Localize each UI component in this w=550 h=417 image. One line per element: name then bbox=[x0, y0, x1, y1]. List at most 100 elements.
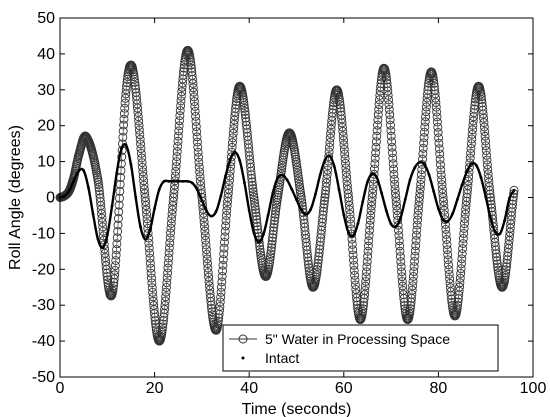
x-tick-label: 40 bbox=[240, 380, 258, 397]
series-water-point bbox=[299, 215, 309, 225]
series-intact-point bbox=[181, 179, 185, 183]
series-water-point bbox=[270, 209, 280, 219]
series-water-point bbox=[265, 257, 275, 267]
series-water-point bbox=[320, 196, 329, 206]
series-water-point bbox=[302, 249, 312, 259]
series-intact-point bbox=[200, 198, 204, 202]
series-water-point bbox=[304, 263, 314, 273]
series-water-point bbox=[502, 258, 512, 268]
series-water-point bbox=[312, 267, 322, 277]
series-water-point bbox=[358, 301, 368, 311]
series-water-point bbox=[206, 300, 216, 310]
series-water-point bbox=[304, 259, 313, 269]
series-water-point bbox=[501, 268, 511, 278]
series-water-point bbox=[251, 205, 260, 215]
series-intact-point bbox=[332, 165, 336, 169]
series-water-point bbox=[95, 189, 105, 199]
series-intact-point bbox=[82, 169, 86, 172]
series-water-point bbox=[492, 259, 502, 269]
series-water-point bbox=[266, 246, 276, 256]
y-tick-label: 30 bbox=[37, 82, 55, 99]
series-water-point bbox=[405, 306, 415, 316]
series-water-point bbox=[265, 252, 275, 262]
y-tick-label: 20 bbox=[37, 118, 55, 135]
series-water-point bbox=[381, 72, 391, 82]
series-intact-point bbox=[418, 160, 421, 164]
series-intact-point bbox=[68, 188, 71, 192]
series-water-point bbox=[239, 98, 249, 108]
x-tick-label: 20 bbox=[146, 380, 164, 397]
series-intact-point bbox=[290, 187, 294, 191]
series-intact-point bbox=[399, 216, 402, 220]
series-intact-point bbox=[224, 174, 227, 178]
series-intact-point bbox=[186, 179, 190, 183]
series-water-point bbox=[251, 208, 261, 218]
series-water-point bbox=[382, 75, 392, 85]
series-water-point bbox=[318, 210, 328, 220]
series-water-point bbox=[247, 177, 257, 187]
series-intact-point bbox=[489, 215, 492, 219]
series-water-point bbox=[94, 186, 104, 196]
series-intact-point bbox=[148, 229, 152, 232]
series-intact-point bbox=[384, 209, 388, 213]
series-water-point bbox=[249, 195, 259, 205]
series-intact-point bbox=[195, 188, 199, 192]
legend: 5" Water in Processing Space Intact bbox=[222, 324, 499, 372]
series-water-point bbox=[406, 301, 416, 310]
series-water-point bbox=[292, 160, 302, 170]
series-water-point bbox=[255, 244, 265, 254]
y-axis-label: Roll Angle (degrees) bbox=[7, 125, 24, 270]
series-water-point bbox=[336, 103, 345, 113]
series-water-point bbox=[231, 103, 240, 113]
series-water-point bbox=[158, 319, 168, 329]
series-intact-point bbox=[342, 213, 346, 217]
series-water-point bbox=[453, 300, 463, 310]
series-intact-point bbox=[318, 173, 322, 177]
series-water-point bbox=[270, 213, 280, 222]
series-intact-point bbox=[167, 179, 171, 183]
series-water-point bbox=[272, 198, 282, 207]
series-water-point bbox=[315, 244, 324, 254]
series-intact-point bbox=[446, 219, 450, 223]
series-intact-point bbox=[153, 206, 157, 210]
series-water-point bbox=[241, 117, 251, 127]
series-intact-point bbox=[479, 176, 483, 179]
legend-label-intact: Intact bbox=[265, 350, 299, 366]
series-intact-point bbox=[295, 198, 298, 202]
series-intact-point bbox=[512, 188, 516, 192]
series-intact-point bbox=[432, 190, 436, 193]
series-water-point bbox=[509, 185, 519, 195]
series-water-point bbox=[335, 97, 345, 107]
y-tick-label: -10 bbox=[32, 225, 55, 242]
series-water-point bbox=[254, 238, 264, 248]
series-water-point bbox=[248, 187, 258, 197]
series-water-point bbox=[250, 198, 260, 208]
series-intact-point bbox=[403, 197, 407, 201]
series-intact-point bbox=[115, 171, 119, 175]
series-water-point bbox=[131, 84, 141, 94]
series-water-point bbox=[334, 94, 344, 104]
series-intact-point bbox=[252, 231, 256, 235]
series-intact-point bbox=[96, 237, 100, 241]
series-water-point bbox=[502, 255, 512, 265]
legend-label-water: 5" Water in Processing Space bbox=[265, 331, 450, 347]
series-intact-point bbox=[361, 200, 365, 204]
series-water-point bbox=[318, 206, 328, 216]
series-water-point bbox=[320, 193, 330, 202]
series-water-point bbox=[492, 252, 501, 262]
series-intact-point bbox=[247, 209, 251, 212]
series-water-point bbox=[246, 170, 256, 180]
y-tick-label: 0 bbox=[46, 190, 55, 207]
series-water-point bbox=[249, 193, 259, 202]
series-intact-point bbox=[351, 234, 355, 237]
series-water-point bbox=[270, 216, 279, 226]
series-water-point bbox=[501, 265, 511, 275]
series-water-point bbox=[239, 95, 248, 105]
legend-marker-water bbox=[238, 334, 248, 344]
series-water-point bbox=[130, 77, 140, 87]
series-water-point bbox=[214, 313, 224, 323]
series-water-point bbox=[298, 208, 308, 217]
series-intact-point bbox=[110, 204, 114, 208]
series-intact-point bbox=[266, 213, 270, 217]
series-water-point bbox=[292, 165, 302, 175]
